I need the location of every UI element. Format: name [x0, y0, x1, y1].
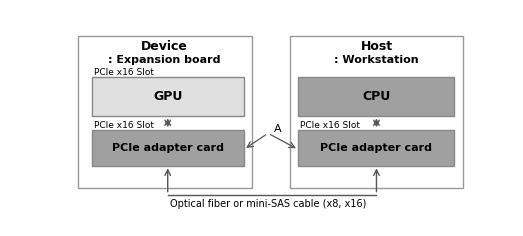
Bar	[290, 36, 462, 188]
Text: Host: Host	[360, 40, 393, 53]
Text: PCIe x16 Slot: PCIe x16 Slot	[94, 68, 154, 77]
Bar	[299, 77, 454, 116]
Text: A: A	[275, 124, 282, 134]
Text: PCIe adapter card: PCIe adapter card	[321, 143, 433, 153]
Text: Device: Device	[141, 40, 188, 53]
Bar	[77, 36, 252, 188]
Text: : Expansion board: : Expansion board	[108, 55, 221, 65]
Text: Optical fiber or mini-SAS cable (x8, x16): Optical fiber or mini-SAS cable (x8, x16…	[170, 199, 366, 209]
Bar	[92, 130, 244, 165]
Bar	[299, 130, 454, 165]
Bar	[92, 77, 244, 116]
Text: GPU: GPU	[153, 90, 183, 103]
Text: CPU: CPU	[362, 90, 391, 103]
Text: PCIe x16 Slot: PCIe x16 Slot	[94, 121, 154, 130]
Text: PCIe adapter card: PCIe adapter card	[112, 143, 224, 153]
Text: PCIe x16 Slot: PCIe x16 Slot	[300, 121, 360, 130]
Text: : Workstation: : Workstation	[334, 55, 419, 65]
